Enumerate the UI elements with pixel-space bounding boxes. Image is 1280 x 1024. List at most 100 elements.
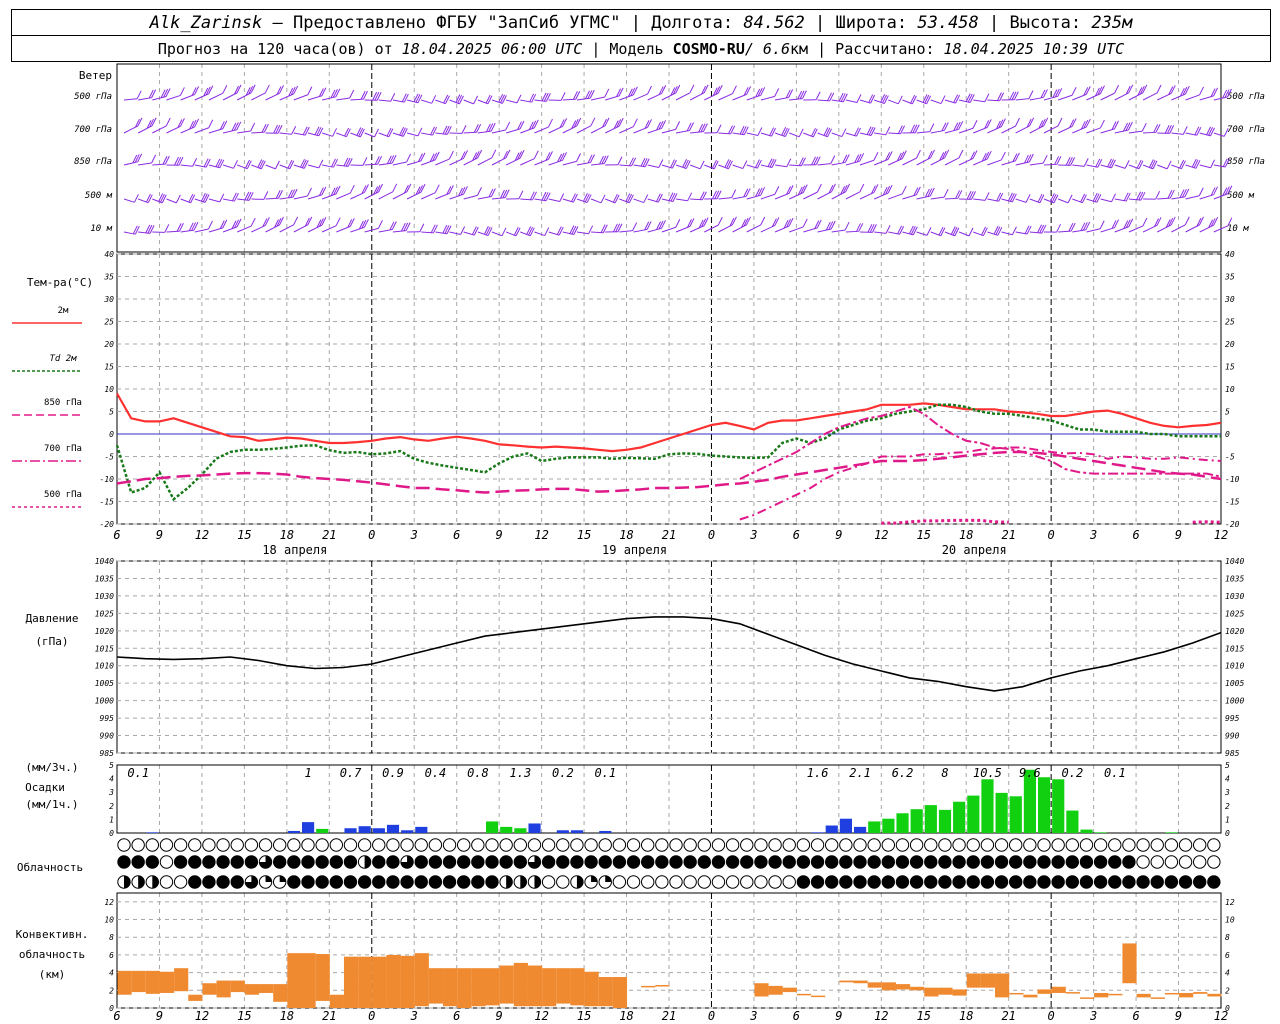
- wind-barb-feather: [618, 117, 624, 127]
- precip-bar: [1038, 777, 1051, 833]
- cloud-symbol: [230, 875, 244, 889]
- hour-tick-label: 21: [662, 528, 676, 542]
- hour-tick-label: 12: [534, 528, 548, 542]
- cloud-circle: [711, 838, 726, 852]
- wind-barb-feather: [250, 84, 256, 94]
- cloud-symbol: [782, 838, 796, 852]
- wind-barb-feather: [1039, 224, 1045, 234]
- convective-bar: [1051, 986, 1066, 993]
- cloud-circle: [669, 838, 683, 852]
- wind-barb-feather: [502, 150, 508, 160]
- cloud-symbol: [173, 838, 188, 852]
- wind-barb-feather: [1080, 120, 1086, 130]
- wind-barb-feather: [1195, 160, 1201, 169]
- cloud-symbol: [329, 838, 344, 852]
- cloud-circle: [782, 875, 796, 889]
- cloud-fill: [315, 875, 329, 889]
- convective-bar: [980, 973, 996, 988]
- cloud-fill: [599, 855, 612, 869]
- hour-tick-label-bottom: 18: [619, 1009, 633, 1023]
- wind-barb-feather: [1083, 87, 1089, 96]
- wind-barb-feather: [231, 220, 237, 229]
- wind-barb-feather: [924, 94, 930, 104]
- wind-level-label-right: 10 м: [1227, 224, 1249, 234]
- wind-barb-feather: [573, 226, 579, 235]
- wind-barb-feather: [955, 94, 961, 104]
- wind-barb-feather: [827, 128, 832, 138]
- wind-barb-feather: [293, 85, 299, 95]
- wind-barb-feather: [583, 193, 588, 202]
- wind-barb-feather: [1150, 159, 1156, 169]
- wind-barb: [944, 157, 960, 166]
- pressure-tick-right: 1030: [1225, 592, 1244, 601]
- cloud-symbol: [527, 838, 542, 852]
- convective-bar: [1164, 992, 1180, 995]
- cloud-fill: [627, 855, 640, 869]
- cloud-symbol: [513, 855, 528, 869]
- wind-barb-feather: [998, 119, 1004, 129]
- wind-barb-feather: [999, 92, 1005, 102]
- cloud-circle: [556, 875, 570, 889]
- wind-barb-feather: [330, 89, 336, 99]
- wind-barb-feather: [335, 217, 341, 226]
- cloud-circle: [697, 838, 712, 852]
- wind-barb-feather: [413, 93, 419, 103]
- cloud-fill: [556, 855, 569, 869]
- wind-barb-feather: [316, 127, 322, 136]
- cloud-symbol: [711, 855, 726, 869]
- cloud-symbol: [810, 875, 825, 889]
- cloud-circle: [1051, 838, 1065, 852]
- cloud-circle: [924, 838, 938, 852]
- wind-barb-feather: [375, 185, 381, 194]
- cloud-symbol: [640, 838, 655, 852]
- wind-barb-feather: [386, 127, 392, 137]
- cloud-symbol: [824, 875, 839, 889]
- cloud-fill: [995, 875, 1008, 889]
- wind-barb-feather: [236, 218, 242, 228]
- hour-tick-label-bottom: 21: [322, 1009, 336, 1023]
- cloud-fill: [839, 875, 853, 889]
- precip-tick-right: 5: [1225, 761, 1230, 770]
- lon-label: Долгота:: [651, 13, 744, 33]
- wind-barb-feather: [1139, 85, 1145, 95]
- pressure-tick-left: 1005: [95, 679, 114, 688]
- wind-barb-feather: [830, 155, 836, 164]
- cloud-fill: [867, 855, 881, 869]
- wind-barb-feather: [618, 87, 624, 97]
- cloud-symbol: [513, 875, 528, 889]
- cloud-circle: [754, 875, 768, 889]
- hour-tick-label-bottom: 3: [410, 1009, 418, 1023]
- cloud-circle: [1150, 838, 1164, 852]
- wind-barb-feather: [1068, 223, 1074, 232]
- cloud-fill: [514, 855, 527, 869]
- precip-3h-label: 0.4: [425, 766, 447, 780]
- wind-barb-feather: [442, 224, 448, 234]
- cloud-fill: [981, 855, 994, 869]
- wind-barb-feather: [901, 150, 907, 159]
- wind-barb-feather: [188, 193, 194, 203]
- wind-barb-feather: [1206, 126, 1212, 136]
- sep-3: |: [978, 13, 1010, 33]
- wind-level-label-right: 500 м: [1227, 191, 1255, 201]
- wind-barb-feather: [1154, 218, 1159, 227]
- convective-bar: [1150, 997, 1165, 999]
- wind-barb-feather: [203, 158, 209, 167]
- pressure-tick-left: 1010: [95, 662, 114, 671]
- wind-barb-feather: [670, 159, 675, 168]
- cloud-symbol: [1192, 838, 1207, 852]
- wind-barb-feather: [702, 123, 708, 132]
- cloud-symbol: [584, 875, 598, 889]
- wind-barb-feather: [798, 128, 804, 138]
- precip-bar: [854, 826, 867, 833]
- lat-value: 53.458: [917, 13, 979, 33]
- cloud-symbol: [556, 855, 570, 869]
- temp-tick-left: -15: [100, 498, 115, 507]
- hour-tick-label: 21: [1001, 528, 1015, 542]
- wind-barb-feather: [559, 193, 565, 202]
- wind-barb-feather: [1153, 124, 1159, 133]
- cloud-fill: [372, 875, 385, 889]
- wind-barb-feather: [208, 119, 214, 128]
- wind-barb-feather: [1156, 217, 1162, 226]
- cloud-circle: [1079, 838, 1094, 852]
- precip-bar: [528, 823, 541, 833]
